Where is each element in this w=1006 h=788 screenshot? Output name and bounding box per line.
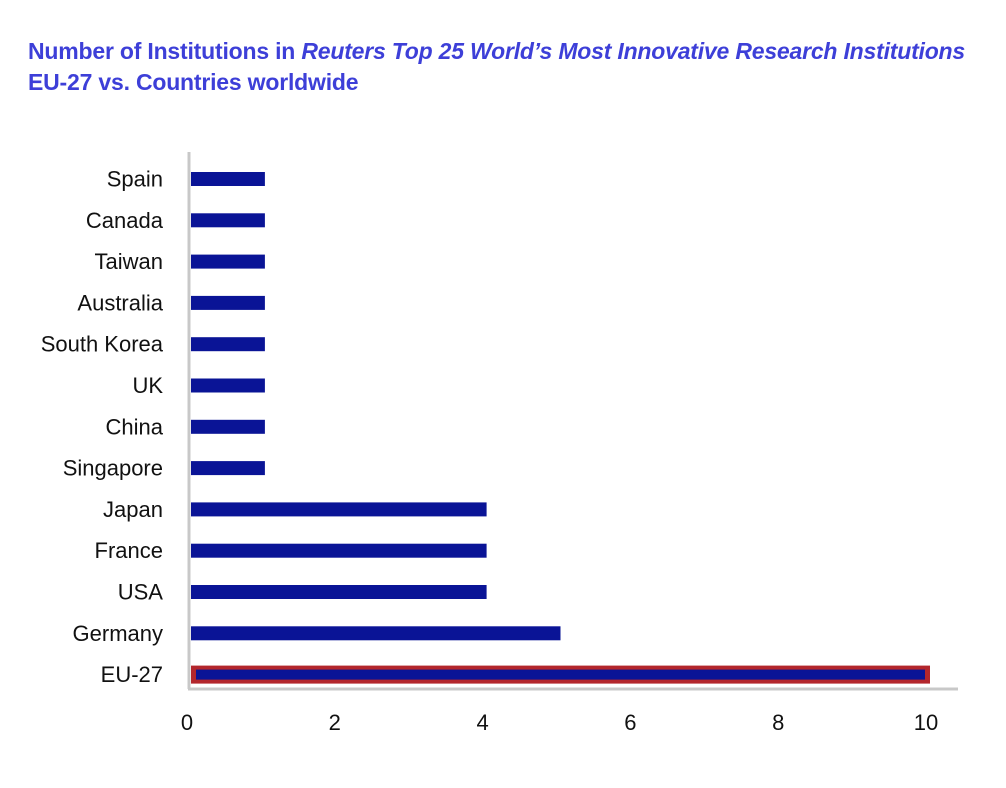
- category-label-eu-27: EU-27: [101, 662, 163, 687]
- category-label-canada: Canada: [86, 208, 164, 233]
- category-label-germany: Germany: [73, 621, 163, 646]
- x-tick-label-6: 6: [624, 710, 636, 735]
- bar-china: [191, 419, 265, 434]
- title-italic-text: Reuters Top 25 World’s Most Innovative R…: [301, 38, 966, 64]
- bars-group: [191, 172, 930, 684]
- bar-spain: [191, 172, 265, 186]
- bar-eu-27: [196, 669, 925, 680]
- x-tick-label-8: 8: [772, 710, 784, 735]
- category-label-japan: Japan: [103, 497, 163, 522]
- bar-canada: [191, 213, 265, 228]
- category-label-france: France: [95, 538, 163, 563]
- x-axis-tick-labels: 0 2 4 6 8 10: [181, 710, 938, 735]
- bar-germany: [191, 626, 561, 641]
- x-tick-label-4: 4: [476, 710, 488, 735]
- bar-south-korea: [191, 337, 265, 352]
- category-labels: Spain Canada Taiwan Australia South Korea UK C…: [41, 167, 164, 688]
- category-label-spain: Spain: [107, 167, 163, 192]
- category-label-south-korea: South Korea: [41, 332, 164, 357]
- bar-france: [191, 543, 487, 558]
- bar-australia: [191, 295, 265, 310]
- category-label-china: China: [106, 414, 164, 439]
- bar-singapore: [191, 461, 265, 476]
- x-tick-label-0: 0: [181, 710, 193, 735]
- x-tick-label-10: 10: [914, 710, 938, 735]
- title-text: Number of Institutions in: [28, 38, 302, 64]
- category-label-singapore: Singapore: [63, 456, 163, 481]
- chart-title: Number of Institutions in Reuters Top 25…: [28, 36, 968, 98]
- bar-taiwan: [191, 254, 265, 269]
- category-label-australia: Australia: [77, 290, 163, 315]
- bar-usa: [191, 585, 487, 599]
- title-text-end: EU-27 vs. Countries worldwide: [28, 69, 359, 95]
- x-tick-label-2: 2: [329, 710, 341, 735]
- category-label-uk: UK: [132, 373, 163, 398]
- category-label-usa: USA: [118, 580, 164, 605]
- bar-japan: [191, 502, 487, 517]
- category-label-taiwan: Taiwan: [95, 249, 163, 274]
- bar-uk: [191, 378, 265, 393]
